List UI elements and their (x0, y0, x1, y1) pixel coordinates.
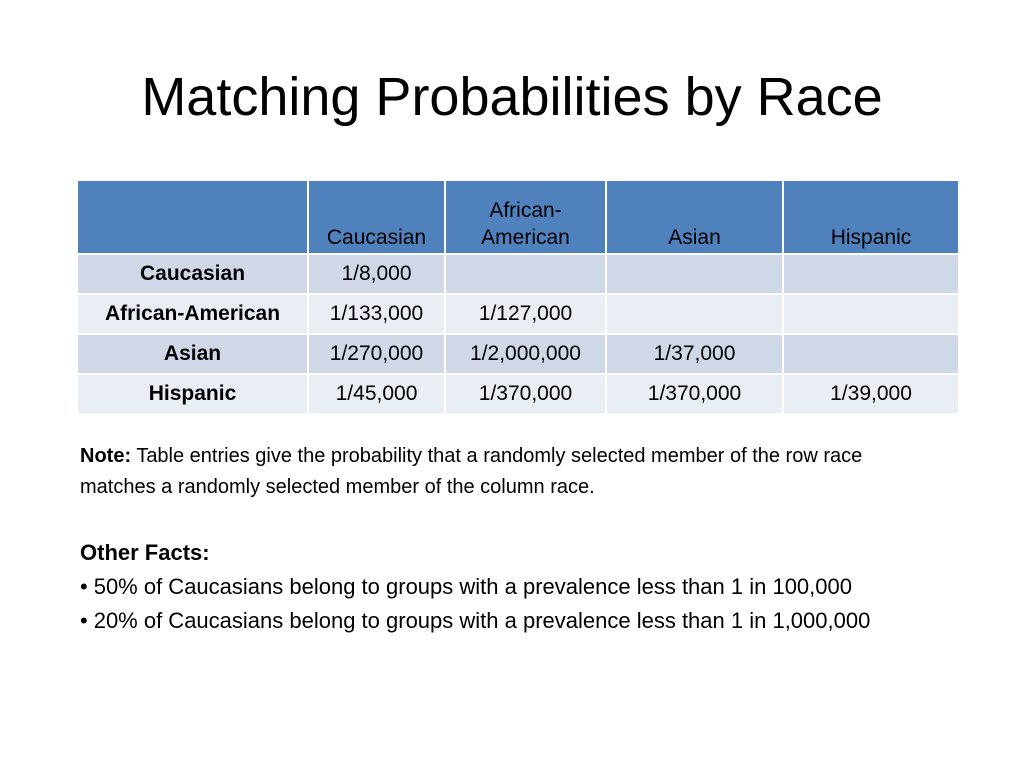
fact-text: 20% of Caucasians belong to groups with … (93, 608, 871, 633)
table-cell (782, 333, 960, 375)
column-header-caucasian: Caucasian (307, 179, 446, 255)
column-header-african-american: African-American (444, 179, 607, 255)
table-cell: 1/370,000 (605, 373, 784, 415)
table-cell: 1/270,000 (307, 333, 446, 375)
table-row: Asian 1/270,000 1/2,000,000 1/37,000 (76, 333, 960, 375)
table-cell (605, 253, 784, 295)
table-cell (782, 293, 960, 335)
table-row: Hispanic 1/45,000 1/370,000 1/370,000 1/… (76, 373, 960, 415)
column-header-asian: Asian (605, 179, 784, 255)
note-label: Note: (80, 445, 132, 467)
slide-title: Matching Probabilities by Race (141, 67, 883, 127)
other-facts: Other Facts: • 50% of Caucasians belong t… (80, 536, 940, 638)
column-header-hispanic: Hispanic (782, 179, 960, 255)
table-cell: 1/8,000 (307, 253, 446, 295)
table-cell: 1/370,000 (444, 373, 607, 415)
table-note: Note: Table entries give the probability… (80, 441, 940, 503)
row-header-african-american: African-American (76, 293, 309, 335)
table-cell: 1/37,000 (605, 333, 784, 375)
table-header-row: Caucasian African-American Asian Hispani… (76, 179, 960, 255)
column-header-corner (76, 179, 309, 255)
bullet-icon: • (80, 608, 88, 633)
row-header-asian: Asian (76, 333, 309, 375)
note-text: Table entries give the probability that … (80, 445, 863, 498)
table-cell: 1/45,000 (307, 373, 446, 415)
row-header-hispanic: Hispanic (76, 373, 309, 415)
fact-text: 50% of Caucasians belong to groups with … (93, 574, 852, 599)
row-header-caucasian: Caucasian (76, 253, 309, 295)
table-cell: 1/2,000,000 (444, 333, 607, 375)
facts-heading: Other Facts: (80, 540, 210, 565)
table-cell: 1/39,000 (782, 373, 960, 415)
table-row: African-American 1/133,000 1/127,000 (76, 293, 960, 335)
fact-item: • 20% of Caucasians belong to groups with… (80, 604, 940, 638)
fact-item: • 50% of Caucasians belong to groups with… (80, 570, 940, 604)
bullet-icon: • (80, 574, 88, 599)
table-row: Caucasian 1/8,000 (76, 253, 960, 295)
table-cell (605, 293, 784, 335)
table-cell: 1/127,000 (444, 293, 607, 335)
table-cell (782, 253, 960, 295)
probability-table: Caucasian African-American Asian Hispani… (76, 179, 960, 415)
table-cell: 1/133,000 (307, 293, 446, 335)
table-cell (444, 253, 607, 295)
